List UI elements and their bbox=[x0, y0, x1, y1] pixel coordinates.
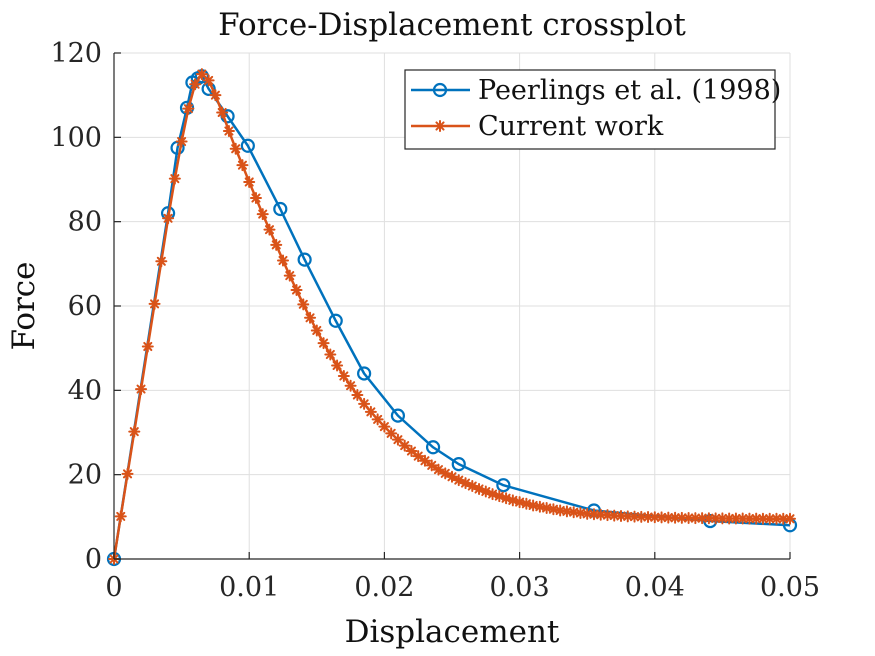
data-point bbox=[378, 420, 391, 433]
y-tick-label: 0 bbox=[85, 544, 102, 575]
x-tick-label: 0.01 bbox=[219, 572, 279, 603]
data-point bbox=[328, 313, 343, 328]
data-point bbox=[784, 512, 796, 525]
data-point bbox=[121, 467, 134, 480]
data-point bbox=[540, 501, 553, 514]
data-point bbox=[390, 408, 406, 423]
data-point bbox=[418, 454, 431, 467]
legend-marker-peerlings bbox=[432, 82, 448, 98]
series-layer bbox=[106, 68, 798, 567]
data-point bbox=[141, 340, 154, 353]
data-point bbox=[358, 397, 371, 410]
data-point bbox=[763, 512, 776, 525]
y-tick-label: 120 bbox=[50, 38, 102, 69]
data-point bbox=[451, 457, 466, 472]
data-point bbox=[716, 512, 729, 525]
y-tick-label: 60 bbox=[68, 291, 102, 322]
data-point bbox=[148, 297, 161, 310]
legend-asterisk bbox=[434, 120, 446, 132]
data-point bbox=[324, 348, 337, 361]
data-point bbox=[317, 337, 330, 350]
chart-title: Force-Displacement crossplot bbox=[218, 7, 686, 43]
x-tick-label: 0.03 bbox=[490, 572, 550, 603]
data-point bbox=[310, 324, 323, 337]
data-point bbox=[736, 512, 749, 525]
data-point bbox=[496, 478, 511, 493]
data-point bbox=[155, 255, 168, 268]
x-tick-label: 0 bbox=[105, 572, 122, 603]
data-point bbox=[520, 497, 533, 510]
data-point bbox=[290, 283, 303, 296]
data-point bbox=[162, 212, 175, 225]
data-point bbox=[243, 176, 256, 189]
data-point bbox=[283, 269, 296, 282]
data-point bbox=[425, 459, 438, 472]
data-point bbox=[209, 89, 222, 102]
data-point bbox=[621, 510, 634, 523]
data-point bbox=[277, 254, 289, 267]
data-point bbox=[425, 440, 441, 455]
series-current-work bbox=[108, 68, 796, 565]
data-point bbox=[587, 508, 600, 521]
y-tick-label: 80 bbox=[68, 207, 102, 238]
legend-label-current: Current work bbox=[478, 111, 664, 142]
data-point bbox=[135, 383, 148, 396]
data-point bbox=[344, 379, 357, 392]
data-point bbox=[168, 172, 181, 185]
data-point bbox=[128, 425, 141, 438]
data-point bbox=[364, 405, 377, 418]
legend: Peerlings et al. (1998) Current work bbox=[404, 69, 781, 150]
data-point bbox=[270, 238, 283, 251]
data-point bbox=[297, 298, 310, 311]
data-point bbox=[263, 223, 276, 236]
data-point bbox=[506, 494, 519, 507]
data-point bbox=[337, 369, 350, 382]
data-point bbox=[249, 192, 262, 205]
data-point bbox=[357, 366, 372, 381]
x-tick-label: 0.05 bbox=[760, 572, 820, 603]
y-tick-label: 20 bbox=[68, 460, 102, 491]
y-axis-label: Force bbox=[6, 261, 42, 350]
data-point bbox=[182, 102, 195, 115]
data-point bbox=[371, 413, 384, 426]
data-point bbox=[202, 74, 215, 87]
legend-label-peerlings: Peerlings et al. (1998) bbox=[478, 75, 781, 106]
data-point bbox=[240, 138, 255, 153]
data-point bbox=[222, 125, 235, 138]
data-point bbox=[256, 208, 269, 221]
data-point bbox=[297, 252, 312, 267]
data-point bbox=[412, 450, 425, 463]
data-point bbox=[216, 106, 229, 119]
data-point bbox=[189, 78, 202, 91]
data-point bbox=[655, 511, 668, 524]
data-point bbox=[236, 159, 249, 172]
data-point bbox=[513, 496, 526, 509]
data-point bbox=[331, 359, 344, 372]
data-point bbox=[594, 508, 607, 521]
data-point bbox=[229, 142, 242, 155]
data-point bbox=[405, 445, 418, 458]
x-axis-label: Displacement bbox=[345, 614, 560, 650]
y-tick-label: 100 bbox=[50, 122, 102, 153]
ticks: 0 0.01 0.02 0.03 0.04 0.05 0 20 40 60 80 100 120 bbox=[50, 38, 820, 603]
data-point bbox=[304, 311, 317, 324]
legend-marker-current bbox=[434, 120, 446, 132]
data-point bbox=[273, 201, 288, 217]
x-tick-label: 0.02 bbox=[354, 572, 414, 603]
data-point bbox=[175, 135, 188, 148]
data-point bbox=[351, 388, 364, 401]
series-line bbox=[112, 74, 791, 560]
grid bbox=[113, 52, 791, 560]
data-point bbox=[432, 463, 445, 476]
y-tick-label: 40 bbox=[68, 375, 102, 406]
legend-box bbox=[404, 69, 776, 150]
data-point bbox=[114, 510, 127, 523]
x-tick-label: 0.04 bbox=[625, 572, 685, 603]
